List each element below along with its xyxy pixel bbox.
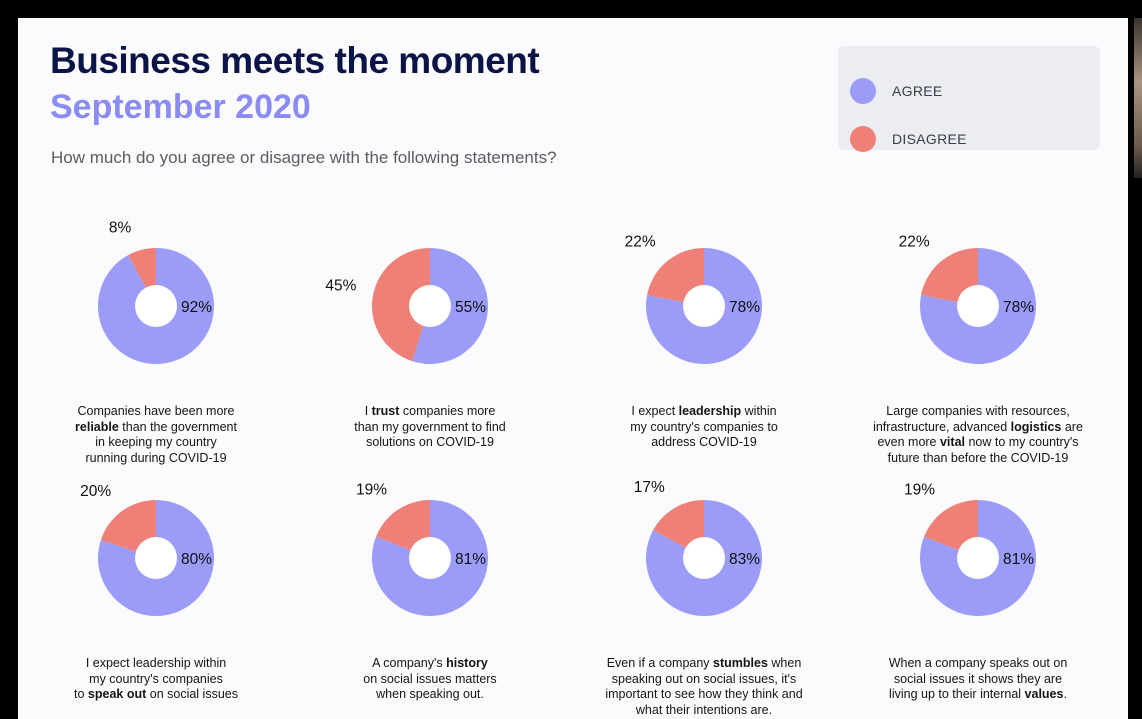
data-label-agree: 81%	[455, 551, 486, 568]
donut-hole	[957, 537, 999, 579]
donut-chart-4: 78% 22% Large companies with resources, inf…	[848, 210, 1108, 465]
data-label-disagree: 19%	[904, 482, 935, 499]
data-label-disagree: 8%	[109, 219, 132, 236]
donut-svg: 55% 45%	[325, 248, 489, 364]
legend-agree-label: AGREE	[892, 83, 943, 99]
donut-chart-8: 81% 19% When a company speaks out on social…	[848, 462, 1108, 712]
donut-svg: 78% 22%	[625, 234, 763, 364]
chart-caption: I trust companies more than my government…	[354, 404, 506, 449]
chart-caption: I expect leadership within my country's c…	[630, 404, 778, 449]
donut-svg: 80% 20%	[80, 483, 215, 616]
donut-hole	[409, 537, 451, 579]
donut-hole	[135, 285, 177, 327]
donut-chart-7: 83% 17% Even if a company stumbles when spe…	[574, 462, 834, 717]
donut-hole	[683, 285, 725, 327]
data-label-disagree: 22%	[899, 234, 930, 251]
donut-hole	[957, 285, 999, 327]
chart-caption: Companies have been more reliable than t…	[75, 404, 237, 465]
data-label-agree: 92%	[181, 299, 212, 316]
donut-svg: 83% 17%	[634, 479, 762, 616]
data-label-disagree: 20%	[80, 483, 111, 500]
legend-disagree-label: DISAGREE	[892, 131, 967, 147]
donut-hole	[683, 537, 725, 579]
data-label-disagree: 19%	[356, 482, 387, 499]
data-label-agree: 78%	[729, 299, 760, 316]
data-label-agree: 83%	[729, 551, 760, 568]
page-title: Business meets the moment	[50, 40, 540, 81]
survey-question: How much do you agree or disagree with t…	[51, 148, 557, 167]
chart-caption: A company's history on social issues matt…	[363, 656, 497, 701]
legend: AGREE DISAGREE	[838, 46, 1100, 152]
donut-svg: 81% 19%	[904, 482, 1036, 616]
data-label-agree: 55%	[455, 299, 486, 316]
chart-caption: Even if a company stumbles when speaking …	[605, 656, 803, 717]
legend-item-agree: AGREE	[850, 78, 943, 104]
slide: Business meets the moment September 2020…	[18, 18, 1128, 719]
data-label-disagree: 17%	[634, 479, 665, 496]
data-label-disagree: 45%	[325, 278, 356, 295]
legend-disagree-swatch	[850, 126, 876, 152]
donut-hole	[409, 285, 451, 327]
data-label-agree: 78%	[1003, 299, 1034, 316]
donut-chart-2: 55% 45% I trust companies more than my gove…	[300, 210, 560, 460]
slice-disagree	[372, 248, 430, 362]
donut-chart-3: 78% 22% I expect leadership within my count…	[574, 210, 834, 460]
donut-chart-1: 92% 8% Companies have been more reliable t…	[26, 210, 286, 464]
donut-hole	[135, 537, 177, 579]
donut-chart-5: 80% 20% I expect leadership within my count…	[26, 462, 286, 712]
donut-chart-6: 81% 19% A company's history on social issue…	[300, 462, 560, 712]
chart-caption: I expect leadership within my country's c…	[74, 656, 238, 701]
donut-svg: 92% 8%	[97, 219, 214, 364]
data-label-agree: 80%	[181, 551, 212, 568]
page-subtitle: September 2020	[50, 88, 311, 126]
data-label-agree: 81%	[1003, 551, 1034, 568]
donut-svg: 78% 22%	[899, 234, 1037, 364]
legend-item-disagree: DISAGREE	[850, 126, 967, 152]
legend-agree-swatch	[850, 78, 876, 104]
chart-caption: Large companies with resources, infrastru…	[873, 404, 1083, 465]
video-thumbnail	[1134, 18, 1142, 178]
donut-svg: 81% 19%	[356, 482, 488, 616]
data-label-disagree: 22%	[625, 234, 656, 251]
chart-caption: When a company speaks out on social issue…	[888, 656, 1068, 701]
